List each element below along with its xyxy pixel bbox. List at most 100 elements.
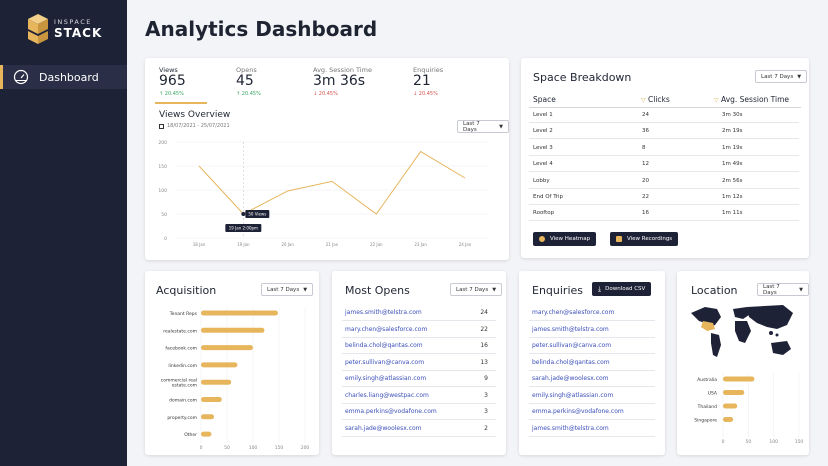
kpi-change: ↓ 20.45% [313,91,338,97]
views-line-chart: 200 150 100 50 0 18 Jan 19 Jan 20 Jan 21 Jan 22 J… [158,140,489,247]
table-cell: 3m 30s [722,112,743,118]
x-tick-label: 100 [249,445,258,451]
y-tick-label: 0 [164,236,167,242]
sidebar-item-dashboard[interactable]: Dashboard [0,65,127,89]
x-tick-label: 20 Jan [281,242,294,247]
bar[interactable] [723,403,738,409]
bar[interactable] [723,390,745,395]
table-cell: Level 4 [533,161,553,168]
col-avg-session[interactable]: ▽ Avg. Session Time [714,95,790,104]
table-row[interactable]: Lobby 20 2m 56s [529,173,799,189]
table-row[interactable]: Rooftop 16 1m 11s [529,205,799,222]
acquisition-range-dropdown[interactable]: Last 7 Days ▼ [261,283,314,296]
row-divider [342,353,496,354]
email-link[interactable]: belinda.chol@qantas.com [532,358,610,366]
x-tick-label: 24 Jan [459,242,472,247]
email-link[interactable]: emma.perkins@vodafone.com [345,408,437,415]
table-row[interactable]: Level 4 12 1m 49s [529,156,799,173]
open-count: 9 [484,375,488,382]
table-row[interactable]: End Of Trip 22 1m 12s [529,189,799,205]
kpi-2[interactable]: Avg. Session Time 3m 36s ↓ 20.45% [313,66,372,97]
enquiries-card: Enquiries ⤓ Download CSV mary.chen@salesf… [519,271,665,455]
bar[interactable] [201,431,212,437]
row-divider [342,419,496,420]
flame-icon [539,236,545,242]
dashboard-gauge-icon [13,69,29,85]
sidebar: INSPACE STACK Dashboard [0,0,127,466]
table-cell: 2m 56s [722,177,743,184]
bar-label: commercial real estate.com [161,378,197,389]
row-divider [342,435,496,437]
tooltip-date: 19 Jan 2:00pm [225,224,262,232]
table-row[interactable]: Level 3 8 1m 19s [529,140,799,156]
filter-icon: ▽ [641,97,646,104]
kpi-3[interactable]: Enquiries 21 ↓ 20.45% [413,66,443,97]
email-link[interactable]: emily.singh@atlassian.com [345,375,427,382]
email-link[interactable]: james.smith@telstra.com [532,325,609,333]
email-link[interactable]: peter.sullivan@canva.com [532,342,612,349]
views-range-dropdown[interactable]: Last 7 Days ▼ [457,120,509,133]
brand-logo[interactable]: INSPACE STACK [28,14,102,44]
kpi-label: Opens [236,66,257,74]
row-divider [529,435,655,437]
email-link[interactable]: belinda.chol@qantas.com [345,342,423,349]
calendar-icon [159,123,164,129]
table-row[interactable]: Level 1 24 3m 30s [529,107,799,123]
opens-range-dropdown[interactable]: Last 7 Days ▼ [450,283,503,296]
bar[interactable] [201,379,232,385]
x-tick-label: 22 Jan [370,242,383,247]
bar-label: realestate.com [163,328,197,334]
email-link[interactable]: charles.liang@westpac.com [345,391,429,399]
bar[interactable] [723,376,755,382]
location-range-dropdown[interactable]: Last 7 Days ▼ [757,283,809,296]
bar-label: Tenant Reps [169,311,198,317]
email-link[interactable]: mary.chen@salesforce.com [345,325,428,333]
email-link[interactable]: sarah.jade@woolesx.com [532,375,609,382]
data-point-hover[interactable] [241,212,246,216]
kpi-change: ↑ 20.45% [159,91,184,97]
bar-label: Singapore [694,418,717,424]
col-clicks[interactable]: ▽ Clicks [641,95,670,104]
bar[interactable] [201,310,278,316]
kpi-1[interactable]: Opens 45 ↑ 20.45% [236,66,261,97]
kpi-value: 3m 36s [313,73,366,89]
bar[interactable] [201,362,238,368]
email-link[interactable]: emily.singh@atlassian.com [532,391,614,399]
email-link[interactable]: peter.sullivan@canva.com [345,358,425,366]
location-title: Location [691,284,738,297]
email-link[interactable]: mary.chen@salesforce.com [532,309,615,316]
video-icon [616,236,622,242]
svg-text:19 Jan 2:00pm: 19 Jan 2:00pm [229,226,258,231]
view-heatmap-button[interactable]: View Heatmap [533,232,597,246]
bar[interactable] [201,397,222,402]
view-recordings-button[interactable]: View Recordings [610,232,679,246]
space-breakdown-card: Space Breakdown Last 7 Days ▼ Space ▽ Cli… [521,58,809,258]
chevron-down-icon: ▼ [303,286,308,293]
bar[interactable] [201,414,214,420]
bar[interactable] [201,327,265,333]
bar-label: property.com [167,415,197,421]
kpi-value: 21 [413,73,431,89]
kpi-0[interactable]: Views 965 ↑ 20.45% [159,66,186,97]
table-cell: 36 [642,128,649,135]
row-divider [342,402,496,404]
download-csv-button[interactable]: ⤓ Download CSV [592,282,652,296]
email-link[interactable]: james.smith@telstra.com [345,309,422,316]
email-link[interactable]: emma.perkins@vodafone.com [532,408,624,415]
open-count: 3 [484,391,488,399]
table-row[interactable]: Level 2 36 2m 19s [529,123,799,140]
email-link[interactable]: sarah.jade@woolesx.com [345,424,422,432]
kpi-value: 965 [159,73,186,89]
table-cell: Level 3 [533,144,553,151]
bar[interactable] [201,345,253,351]
table-cell: End Of Trip [533,194,564,200]
table-cell: 1m 12s [722,194,743,200]
space-range-dropdown[interactable]: Last 7 Days ▼ [755,70,808,83]
chevron-down-icon: ▼ [797,73,802,80]
bar-label: domain.com [169,398,197,404]
y-tick-label: 100 [158,188,167,194]
open-count: 16 [480,342,488,349]
acquisition-title: Acquisition [156,284,217,297]
bar[interactable] [723,417,734,422]
email-link[interactable]: james.smith@telstra.com [532,424,609,432]
